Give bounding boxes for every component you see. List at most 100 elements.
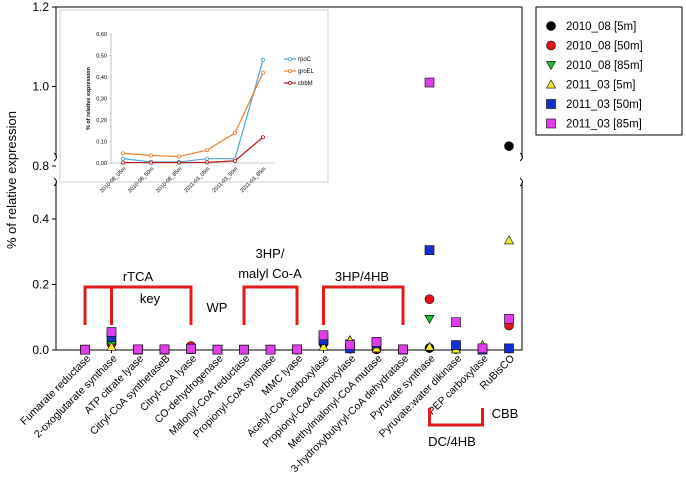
legend-marker [546,21,556,31]
data-point [504,314,514,324]
inset-point [204,160,209,165]
legend-marker [546,118,556,129]
data-point [451,340,461,350]
legend: 2010_08 [5m] 2010_08 [50m] 2010_08 [85m] 20… [535,6,683,136]
data-point [318,341,329,351]
legend-label: 2011_03 [50m] [566,99,642,111]
pathway-label: 3HP/4HB [335,269,389,284]
inset-point [121,156,126,161]
inset-y-tick-label: 0,60 [96,32,107,38]
data-point [133,344,143,355]
y-axis-label: % of relative expression [4,111,19,249]
inset-y-tick-label: 0,20 [96,118,107,124]
inset-point [260,135,265,140]
inset-point [204,148,209,153]
data-point [503,235,515,245]
inset-series-line [122,72,264,158]
data-point [345,340,355,350]
inset-legend-label: rpoC [298,57,312,63]
pathway-label: 3HP/ [256,246,285,261]
data-point [186,343,196,354]
inset-legend-marker [287,81,292,86]
pathway-label: DC/4HB [428,434,476,449]
inset-y-tick-label: 0,40 [96,75,107,81]
rtca-bracket [83,285,193,325]
y-tick-labels: 0.0 0.2 0.4 0.8 1.0 1.2 [32,0,49,357]
inset-point [204,156,209,161]
inset-series-line [122,59,264,163]
y-tick-label: 0.4 [32,212,49,226]
inset-y-tick-label: 0,30 [96,97,107,103]
axis-break-mark [53,152,57,162]
inset-y-tick-label: 0,50 [96,54,107,60]
inset-point [232,130,237,135]
y-tick-label: 0.2 [32,278,49,292]
inset-point [148,160,153,165]
legend-label: 2010_08 [50m] [566,41,643,53]
inset-legend-label: groEL [298,69,315,75]
dc4hb-bracket [428,408,484,427]
data-point [212,344,223,355]
inset-point [260,70,265,75]
inset-point [260,57,265,62]
axis-break-mark [53,177,57,187]
data-point [424,314,435,325]
data-point [504,141,514,151]
axis-break-gap [514,157,530,182]
data-point [424,341,435,351]
inset-chart: 0,00 0,10 0,20 0,30 0,40 0,50 0,60 % of relativ… [59,9,329,194]
y-tick-label: 1.2 [32,0,49,14]
legend-marker [546,99,556,109]
legend-marker [545,61,557,71]
legend-label: 2011_03 [5m] [566,80,635,92]
inset-y-axis-label: % of relative expression [86,66,92,130]
legend-label: 2010_08 [85m] [566,60,643,72]
inset-point [148,153,153,158]
legend-box [535,6,683,136]
data-point [106,327,117,337]
legend-marker [546,40,556,51]
pathway-label: CBB [492,406,519,421]
inset-y-tick-label: 0,00 [96,161,107,167]
data-point [451,317,461,327]
data-point [292,344,302,355]
data-point [318,330,329,341]
legend-label: 2011_03 [85m] [566,119,642,131]
y-tick-label: 0.0 [32,343,49,357]
data-point [159,344,170,355]
data-point [80,344,90,355]
legend-label: 2010_08 [5m] [566,21,636,33]
data-point [424,245,435,255]
y-tick-label: 1.0 [32,80,49,94]
data-point [106,341,117,351]
malyl-bracket [242,285,299,325]
hp4hb-bracket [322,285,405,325]
pathway-labels: rTCA key WP 3HP/malyl Co-A 3HP/4HB CBB DC/4HB [123,246,519,449]
pathway-label: key [140,291,161,306]
inset-legend-label: cbbM [298,81,313,87]
data-point [477,343,488,354]
data-point [504,343,514,354]
axis-break-mark [519,177,523,187]
y-tick-label: 0.8 [32,159,49,173]
data-point [265,344,276,355]
axis-break-mark [519,152,523,162]
pathway-brackets [83,285,484,427]
inset-point [176,154,181,159]
data-point [424,77,435,88]
data-point [371,337,382,347]
inset-point [121,151,126,156]
data-point [398,344,408,355]
inset-y-tick-label: 0,10 [96,140,107,146]
pathway-label: malyl Co-A [238,266,302,281]
inset-point [232,158,237,163]
inset-point [121,160,126,165]
data-point [424,294,435,305]
pathway-label: WP [207,300,228,315]
pathway-label: rTCA [123,269,154,284]
data-points [79,77,515,355]
data-point [239,344,249,355]
inset-legend-marker [287,69,292,74]
legend-marker [545,79,557,89]
